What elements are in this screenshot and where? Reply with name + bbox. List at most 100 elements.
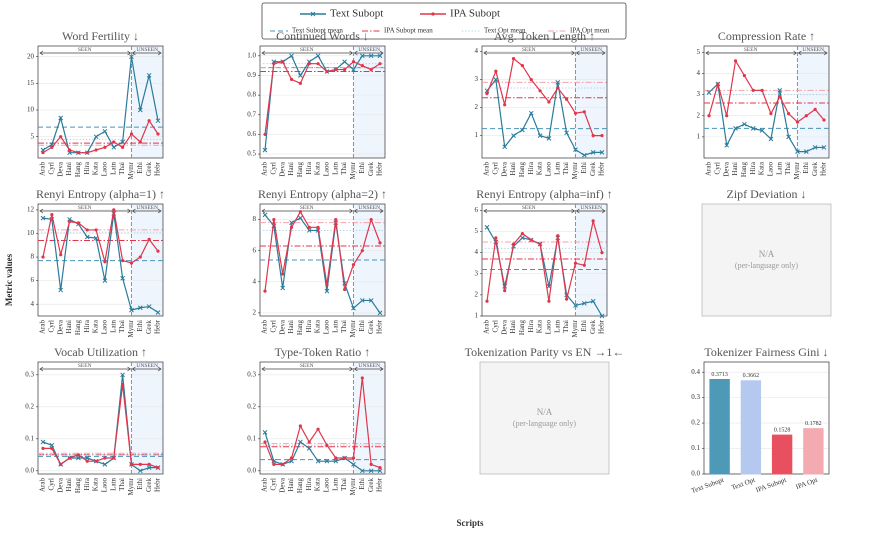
marker	[529, 78, 533, 82]
x-tick-label: Mymr	[349, 319, 357, 337]
marker	[351, 60, 356, 64]
marker	[67, 148, 72, 152]
x-tick-label: Laoo	[545, 162, 553, 177]
unseen-region	[353, 362, 385, 474]
marker	[50, 213, 54, 217]
unseen-arrow	[797, 50, 828, 56]
marker	[306, 228, 312, 233]
marker	[263, 440, 267, 444]
marker	[137, 305, 143, 311]
marker	[368, 298, 374, 303]
x-tick-label: Hang	[518, 320, 526, 336]
y-tick-label: 5	[475, 227, 479, 235]
y-tick-label: 0.0	[691, 470, 700, 478]
x-tick-label: Deva	[56, 161, 64, 177]
panel-title: Renyi Entropy (alpha=2) ↑	[258, 187, 387, 201]
bar	[709, 378, 730, 475]
marker	[41, 255, 45, 259]
seen-arrow	[261, 208, 354, 214]
marker	[298, 81, 302, 85]
marker	[129, 132, 134, 136]
x-tick-label: Grek	[145, 320, 153, 334]
marker	[360, 376, 364, 380]
marker	[343, 287, 347, 292]
y-tick-label: 2	[475, 103, 479, 111]
x-tick-label: Arab	[39, 478, 47, 492]
y-tick-label: 0.5	[247, 150, 256, 158]
x-tick-label: Arab	[261, 320, 269, 334]
marker	[67, 220, 72, 224]
unseen-label: UNSEEN	[136, 205, 158, 211]
marker	[129, 307, 134, 313]
x-tick-label: Latn	[775, 162, 783, 175]
marker	[156, 249, 160, 253]
marker	[316, 62, 320, 66]
y-tick-label: 2	[697, 111, 701, 119]
marker	[155, 310, 161, 315]
x-tick-label: Hira	[527, 319, 535, 332]
x-tick-label: Cyrl	[491, 162, 499, 175]
marker	[156, 132, 160, 136]
marker	[351, 305, 356, 311]
y-tick-label: 0.8	[247, 91, 256, 99]
x-tick-label: Hani	[287, 162, 295, 176]
x-tick-label: Mymr	[571, 161, 579, 179]
x-tick-label: Hira	[83, 161, 91, 174]
y-tick-label: 0.2	[25, 402, 34, 410]
x-tick-label: Hang	[296, 162, 304, 178]
unseen-region	[131, 46, 163, 158]
x-tick-label: Hang	[518, 162, 526, 178]
marker	[742, 73, 746, 78]
seen-arrow	[483, 50, 576, 56]
panel-title: Tokenization Parity vs EN →1←	[465, 345, 625, 359]
x-tick-label: Mymr	[349, 477, 357, 495]
marker	[281, 462, 285, 466]
marker	[281, 272, 285, 276]
y-tick-label: 5	[31, 132, 35, 140]
marker	[40, 439, 46, 445]
marker	[138, 140, 142, 144]
x-tick-label: Hang	[74, 478, 82, 494]
marker	[146, 304, 152, 309]
marker	[272, 62, 276, 66]
marker	[724, 142, 730, 148]
x-tick-label: Arab	[261, 162, 269, 176]
marker	[494, 69, 498, 73]
x-tick-label: Hani	[509, 162, 517, 176]
y-tick-label: 1.0	[247, 51, 256, 59]
marker	[307, 62, 311, 66]
x-tick-label: Kata	[92, 161, 100, 175]
y-tick-label: 0.3	[247, 370, 256, 378]
marker	[600, 251, 604, 255]
marker	[76, 455, 81, 461]
legend-label: IPA Opt mean	[570, 27, 610, 35]
marker	[120, 139, 125, 145]
x-tick-label: Laoo	[323, 478, 331, 493]
x-tick-label: Kata	[536, 319, 544, 333]
x-tick-label: Thai	[562, 320, 570, 333]
marker	[368, 53, 374, 59]
marker	[777, 88, 783, 93]
x-tick-label: Hani	[65, 478, 73, 492]
y-tick-label: 0.0	[25, 466, 34, 474]
unseen-arrow	[575, 50, 606, 56]
marker	[351, 456, 356, 460]
plot-frame	[703, 45, 830, 159]
seen-label: SEEN	[300, 363, 314, 369]
marker	[707, 114, 711, 118]
marker	[520, 64, 524, 68]
seen-label: SEEN	[78, 205, 92, 211]
marker	[378, 241, 382, 245]
y-tick-label: 4	[475, 47, 479, 55]
unseen-label: UNSEEN	[580, 47, 602, 53]
marker	[138, 462, 142, 466]
legend-label: IPA Subopt	[450, 8, 500, 20]
marker	[351, 263, 356, 267]
y-axis-label: Metric values	[4, 253, 14, 306]
x-tick-label: Hang	[74, 162, 82, 178]
marker	[325, 443, 329, 447]
marker	[59, 462, 63, 466]
marker	[590, 298, 596, 304]
marker	[547, 299, 551, 303]
x-tick-label: Latn	[109, 478, 117, 491]
